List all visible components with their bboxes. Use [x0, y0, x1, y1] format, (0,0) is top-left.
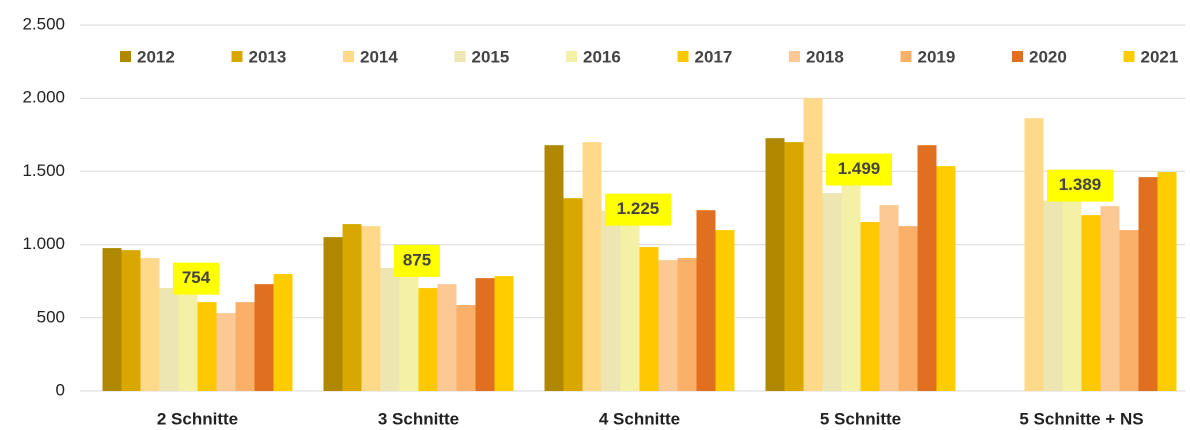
legend-label: 2014 — [360, 47, 398, 66]
legend-label: 2021 — [1141, 47, 1179, 66]
bar — [380, 268, 400, 391]
bar — [563, 198, 583, 391]
bar — [658, 260, 678, 391]
bar — [860, 222, 880, 391]
legend-swatch — [900, 51, 912, 62]
value-label: 1.389 — [1059, 175, 1102, 194]
bar — [494, 276, 514, 391]
bar — [841, 171, 861, 391]
y-tick-label: 500 — [37, 307, 65, 326]
bar — [323, 237, 343, 391]
bar — [342, 224, 362, 391]
bar — [1100, 206, 1120, 391]
legend-label: 2015 — [472, 47, 510, 66]
bar — [475, 278, 495, 391]
x-tick-label: 2 Schnitte — [157, 409, 238, 428]
y-tick-label: 0 — [56, 380, 65, 399]
bar — [765, 138, 785, 391]
legend-swatch — [677, 51, 689, 62]
x-tick-label: 5 Schnitte + NS — [1019, 409, 1143, 428]
bar — [879, 205, 899, 391]
bar — [715, 230, 735, 391]
value-label-box — [394, 244, 440, 277]
legend-swatch — [343, 51, 354, 62]
bar — [254, 284, 274, 391]
bar — [418, 288, 438, 391]
legend-label: 2020 — [1029, 47, 1067, 66]
bar — [917, 145, 937, 391]
bar — [639, 247, 659, 391]
bar — [273, 274, 293, 391]
bar — [1062, 187, 1082, 391]
bar — [178, 280, 198, 391]
bar — [1138, 177, 1158, 391]
legend-label: 2016 — [583, 47, 621, 66]
bar — [1043, 200, 1063, 391]
legend-label: 2018 — [806, 47, 844, 66]
value-label: 754 — [182, 268, 211, 287]
bar — [544, 145, 564, 391]
legend-swatch — [566, 51, 577, 62]
value-label-box — [173, 262, 219, 295]
bar — [361, 226, 381, 391]
bar — [140, 258, 160, 391]
bar — [1024, 118, 1044, 391]
bar — [121, 250, 141, 391]
bar — [784, 142, 804, 391]
bar — [399, 262, 419, 391]
legend-label: 2017 — [695, 47, 733, 66]
y-tick-label: 1.500 — [22, 161, 65, 180]
bar — [696, 210, 716, 391]
bar — [1157, 172, 1177, 391]
value-label-box — [826, 153, 892, 186]
legend-swatch — [789, 51, 800, 62]
bar — [898, 226, 918, 391]
value-label: 1.225 — [617, 199, 660, 218]
bar — [803, 98, 823, 391]
value-label: 875 — [403, 250, 431, 269]
legend-swatch — [1123, 51, 1135, 62]
bar — [582, 142, 602, 391]
legend-label: 2012 — [137, 47, 175, 66]
bar — [235, 302, 255, 391]
bar — [677, 258, 697, 391]
x-tick-label: 5 Schnitte — [820, 409, 901, 428]
bar — [159, 288, 179, 391]
value-label: 1.499 — [838, 159, 881, 178]
bar — [1081, 215, 1101, 391]
legend-label: 2013 — [249, 47, 287, 66]
bar — [197, 302, 217, 391]
bar — [822, 193, 842, 391]
legend-label: 2019 — [918, 47, 956, 66]
bar — [216, 313, 236, 391]
y-tick-label: 2.500 — [22, 14, 65, 33]
legend-swatch — [120, 51, 131, 62]
bar — [456, 305, 476, 391]
y-tick-label: 1.000 — [22, 234, 65, 253]
bar — [601, 210, 621, 391]
legend-swatch — [1012, 51, 1023, 62]
bar — [936, 166, 956, 391]
y-tick-label: 2.000 — [22, 88, 65, 107]
x-tick-label: 4 Schnitte — [599, 409, 680, 428]
bar — [437, 284, 457, 391]
bar — [1119, 230, 1139, 391]
value-label-box — [605, 193, 671, 226]
legend-swatch — [231, 51, 243, 62]
bar — [620, 211, 640, 391]
bar — [102, 248, 122, 391]
x-tick-label: 3 Schnitte — [378, 409, 459, 428]
value-label-box — [1047, 169, 1113, 202]
legend-swatch — [454, 51, 466, 62]
